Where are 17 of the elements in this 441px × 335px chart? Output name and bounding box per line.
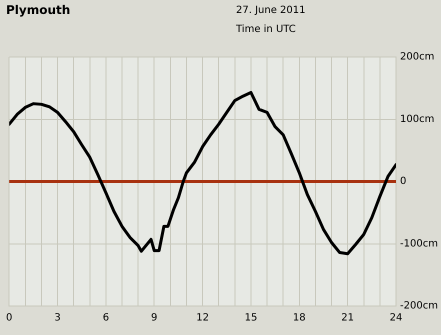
- x-tick-label: 21: [341, 312, 354, 324]
- x-tick-label: 0: [6, 312, 12, 324]
- chart-title: Plymouth: [6, 3, 70, 17]
- y-tick-label: 100cm: [400, 114, 434, 125]
- y-tick-label: -100cm: [400, 238, 438, 250]
- x-tick-label: 3: [54, 312, 61, 324]
- y-tick-label: 0: [400, 176, 406, 188]
- x-tick-label: 12: [196, 312, 209, 324]
- x-tick-label: 15: [244, 312, 258, 324]
- y-tick-label: 200cm: [400, 52, 434, 63]
- x-tick-label: 18: [292, 312, 306, 324]
- x-tick-label: 24: [390, 312, 402, 324]
- x-tick-label: 9: [151, 312, 158, 324]
- x-tick-label: 6: [102, 312, 110, 324]
- y-tick-label: -200cm: [400, 300, 438, 312]
- x-axis-title: Time in UTC: [236, 24, 296, 35]
- chart-subtitle: 27. June 2011: [236, 5, 306, 16]
